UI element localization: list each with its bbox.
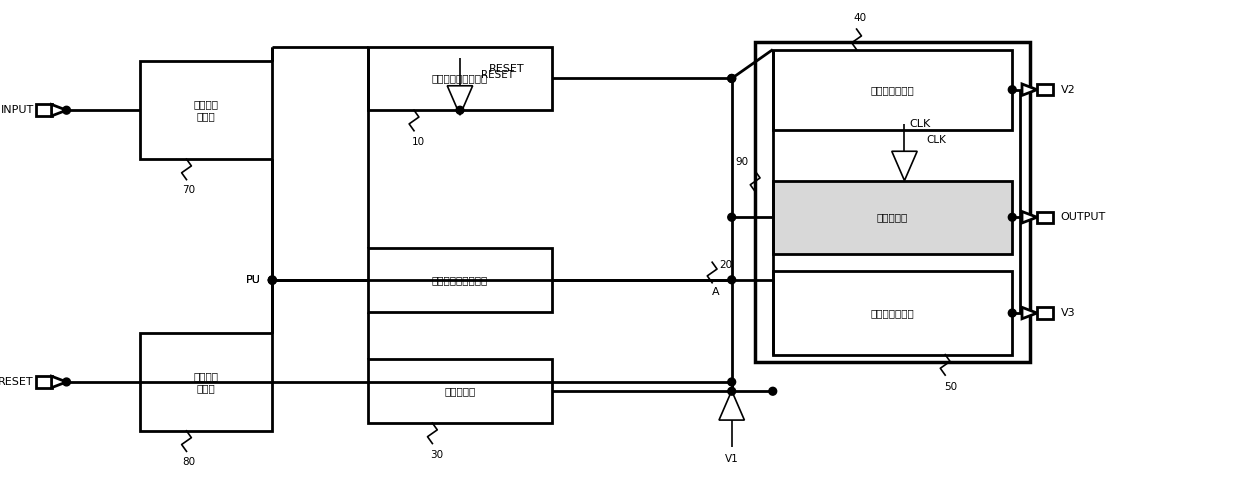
Circle shape bbox=[728, 74, 735, 82]
Text: 储能子电路: 储能子电路 bbox=[444, 386, 476, 396]
Bar bbox=[773, 49, 1012, 130]
Text: RESET: RESET bbox=[490, 64, 525, 74]
Bar bbox=[368, 47, 552, 110]
Text: 第一下拉子电路: 第一下拉子电路 bbox=[870, 85, 914, 95]
Text: RESET: RESET bbox=[0, 377, 33, 387]
Circle shape bbox=[62, 378, 71, 386]
Circle shape bbox=[268, 276, 277, 284]
Circle shape bbox=[456, 106, 464, 114]
Text: V2: V2 bbox=[1060, 85, 1075, 95]
Polygon shape bbox=[1022, 84, 1037, 95]
Bar bbox=[1037, 212, 1053, 223]
Text: 30: 30 bbox=[430, 450, 443, 460]
Circle shape bbox=[1008, 309, 1016, 317]
Circle shape bbox=[268, 276, 277, 284]
Text: 第一输入
子电路: 第一输入 子电路 bbox=[193, 99, 218, 121]
Text: 70: 70 bbox=[182, 185, 195, 196]
Bar bbox=[1037, 307, 1053, 319]
Circle shape bbox=[728, 387, 735, 395]
Text: 40: 40 bbox=[854, 13, 867, 23]
Text: OUTPUT: OUTPUT bbox=[1060, 212, 1106, 222]
Polygon shape bbox=[892, 151, 918, 181]
Text: 80: 80 bbox=[182, 457, 195, 467]
Circle shape bbox=[268, 276, 277, 284]
Bar bbox=[773, 181, 1012, 254]
Text: 10: 10 bbox=[412, 137, 424, 148]
Text: 第一下拉控制子电路: 第一下拉控制子电路 bbox=[432, 73, 489, 83]
Bar bbox=[36, 376, 52, 388]
Circle shape bbox=[728, 378, 735, 386]
Circle shape bbox=[728, 74, 735, 82]
Text: 第二下拉控制子电路: 第二下拉控制子电路 bbox=[432, 275, 489, 285]
Bar bbox=[773, 271, 1012, 355]
Polygon shape bbox=[448, 86, 472, 115]
Bar bbox=[140, 333, 273, 431]
Text: 输出子电路: 输出子电路 bbox=[877, 212, 908, 222]
Text: 90: 90 bbox=[735, 157, 748, 167]
Circle shape bbox=[1008, 86, 1016, 94]
Bar bbox=[1037, 84, 1053, 95]
Text: 第二下拉子电路: 第二下拉子电路 bbox=[870, 308, 914, 318]
Circle shape bbox=[62, 106, 71, 114]
Text: V3: V3 bbox=[1060, 308, 1075, 318]
Polygon shape bbox=[1022, 307, 1037, 319]
Text: 50: 50 bbox=[945, 382, 957, 392]
Text: INPUT: INPUT bbox=[0, 105, 33, 115]
Text: 第二输入
子电路: 第二输入 子电路 bbox=[193, 371, 218, 393]
Circle shape bbox=[728, 276, 735, 284]
Text: CLK: CLK bbox=[926, 135, 946, 145]
Circle shape bbox=[769, 387, 776, 395]
Polygon shape bbox=[52, 376, 67, 388]
Text: 20: 20 bbox=[719, 260, 733, 270]
Polygon shape bbox=[719, 391, 744, 420]
Text: RESET: RESET bbox=[481, 70, 515, 80]
Text: PU: PU bbox=[246, 275, 260, 285]
Bar bbox=[368, 359, 552, 423]
Bar bbox=[755, 42, 1030, 362]
Bar bbox=[36, 104, 52, 116]
Text: PU: PU bbox=[246, 275, 260, 285]
Circle shape bbox=[728, 214, 735, 221]
Bar bbox=[368, 248, 552, 311]
Polygon shape bbox=[52, 104, 67, 116]
Bar bbox=[140, 61, 273, 159]
Circle shape bbox=[1008, 214, 1016, 221]
Polygon shape bbox=[1022, 212, 1037, 223]
Text: A: A bbox=[712, 286, 720, 296]
Text: CLK: CLK bbox=[909, 119, 930, 129]
Text: V1: V1 bbox=[725, 454, 739, 464]
